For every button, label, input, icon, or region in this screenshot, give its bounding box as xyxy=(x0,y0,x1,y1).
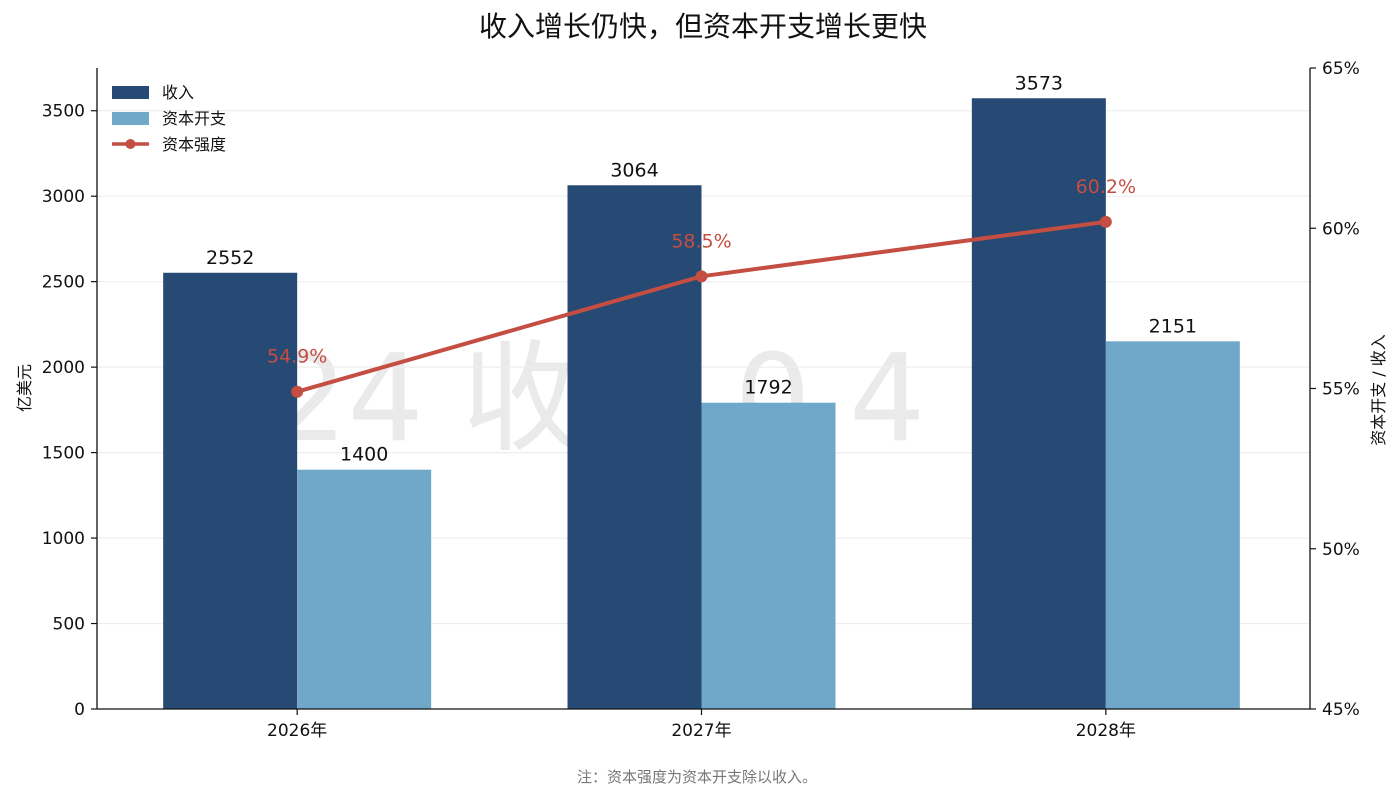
data-labels: 2552 1400 3064 1792 3573 2151 54.9% 58.5% 60.2% xyxy=(206,72,1197,465)
y-axis-label-right: 资本开支 / 收入 xyxy=(1369,334,1388,446)
bar-label-capex: 1792 xyxy=(744,377,792,399)
bar-capex xyxy=(701,402,836,709)
line-point xyxy=(695,270,708,283)
bar-revenue xyxy=(971,98,1106,710)
legend-label-revenue: 收入 xyxy=(162,83,194,102)
y-tick-label-right: 65% xyxy=(1322,59,1360,79)
y-tick-label: 2500 xyxy=(42,273,85,293)
capex-intensity-series xyxy=(291,215,1112,398)
bars xyxy=(163,98,1240,710)
chart-title: 收入增长仍快，但资本开支增长更快 xyxy=(479,10,927,43)
legend: 收入 资本开支 资本强度 xyxy=(112,83,226,154)
line-point xyxy=(1099,215,1112,228)
bar-capex xyxy=(297,469,432,709)
y-ticks-right: 45% 50% 55% 60% 65% xyxy=(1310,59,1360,720)
y-tick-label-right: 50% xyxy=(1322,540,1360,560)
y-tick-label: 3500 xyxy=(42,102,85,122)
legend-label-capex: 资本开支 xyxy=(162,109,226,128)
x-tick-label: 2026年 xyxy=(267,721,327,741)
legend-swatch-capex xyxy=(112,112,149,125)
y-tick-label-right: 55% xyxy=(1322,380,1360,400)
line-point-label: 58.5% xyxy=(671,230,731,252)
y-tick-label-right: 60% xyxy=(1322,219,1360,239)
footnote: 注：资本强度为资本开支除以收入。 xyxy=(577,768,817,786)
y-tick-label: 1500 xyxy=(42,444,85,464)
y-tick-label: 500 xyxy=(53,615,85,635)
line-point-label: 54.9% xyxy=(267,346,327,368)
bar-label-revenue: 2552 xyxy=(206,247,254,269)
bar-label-capex: 2151 xyxy=(1149,315,1197,337)
y-tick-label: 0 xyxy=(74,700,85,720)
x-ticks: 2026年 2027年 2028年 xyxy=(267,709,1136,741)
legend-swatch-revenue xyxy=(112,86,149,99)
y-tick-label: 2000 xyxy=(42,358,85,378)
y-ticks-left: 0 500 1000 1500 2000 2500 3000 3500 xyxy=(42,102,97,720)
legend-swatch-marker xyxy=(125,139,136,149)
bar-capex xyxy=(1105,341,1240,709)
bar-label-revenue: 3573 xyxy=(1015,72,1063,94)
y-axis-label: 亿美元 xyxy=(15,364,34,412)
bar-label-revenue: 3064 xyxy=(610,159,658,181)
legend-label-intensity: 资本强度 xyxy=(162,135,226,154)
bar-label-capex: 1400 xyxy=(340,444,388,466)
y-tick-label: 1000 xyxy=(42,529,85,549)
y-tick-label: 3000 xyxy=(42,187,85,207)
line-point-label: 60.2% xyxy=(1076,176,1136,198)
x-tick-label: 2028年 xyxy=(1076,721,1136,741)
bar-revenue xyxy=(163,272,298,709)
y-tick-label-right: 45% xyxy=(1322,700,1360,720)
line-point xyxy=(291,385,304,398)
bar-revenue xyxy=(567,185,702,710)
x-tick-label: 2027年 xyxy=(671,721,731,741)
